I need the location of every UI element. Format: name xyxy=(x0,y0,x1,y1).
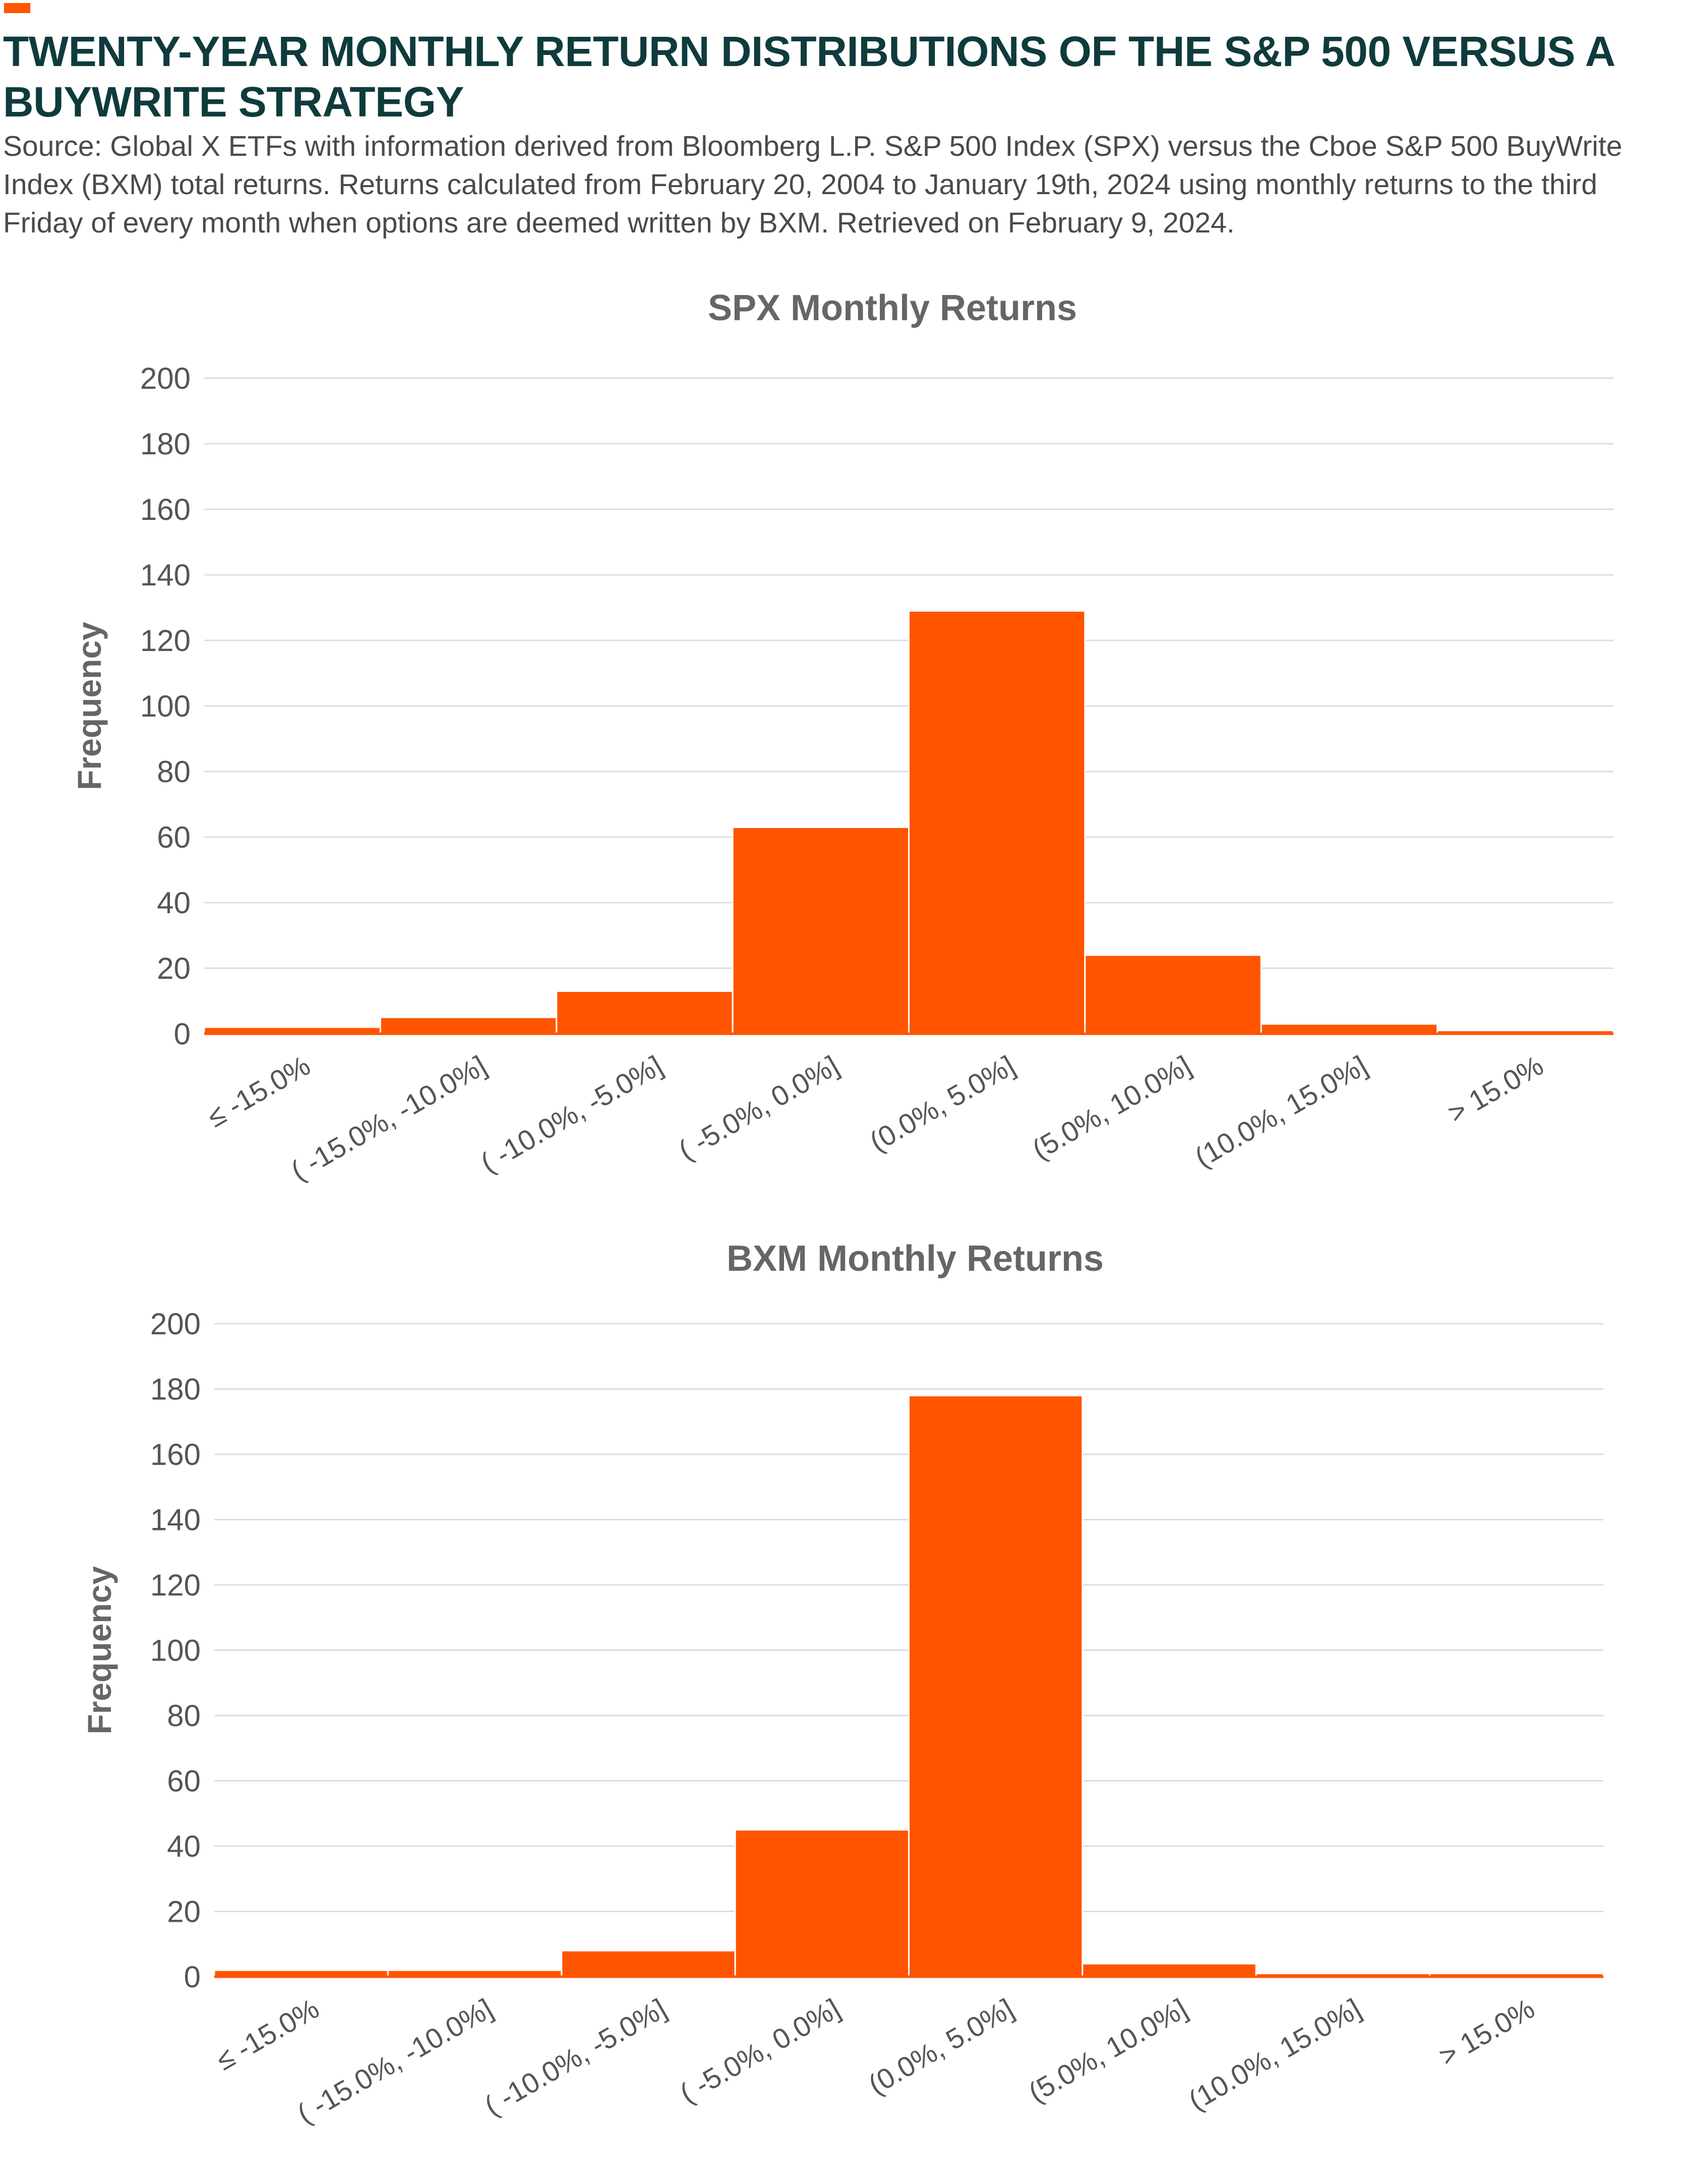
bxm-y-tick-label: 200 xyxy=(150,1307,201,1341)
spx-category-label: (0.0%, 5.0%] xyxy=(864,1049,1020,1158)
accent-bar xyxy=(4,3,30,13)
bxm-y-tick-label: 40 xyxy=(167,1829,201,1863)
page-title: TWENTY-YEAR MONTHLY RETURN DISTRIBUTIONS… xyxy=(3,28,1614,126)
spx-category-label: ( -10.0%, -5.0%] xyxy=(475,1049,668,1179)
bxm-category-label: > 15.0% xyxy=(1433,1992,1540,2072)
spx-bar xyxy=(379,1017,558,1035)
bxm-y-tick-label: 80 xyxy=(167,1699,201,1733)
spx-y-tick-label: 60 xyxy=(157,820,191,854)
bxm-y-tick-label: 0 xyxy=(184,1960,201,1994)
bxm-category-label: ≤ -15.0% xyxy=(211,1992,324,2076)
bxm-y-axis-label: Frequency xyxy=(81,1566,118,1734)
bxm-histogram: BXM Monthly Returns 0 20 40 60 80 100 120 140 160… xyxy=(81,1238,1604,2130)
spx-category-label: ≤ -15.0% xyxy=(202,1049,315,1133)
bxm-y-tick-label: 60 xyxy=(167,1764,201,1798)
spx-bar xyxy=(1084,954,1262,1035)
bxm-y-tick-label: 160 xyxy=(150,1438,201,1471)
bxm-category-label: ( -15.0%, -10.0%] xyxy=(292,1992,498,2130)
bxm-y-tick-label: 180 xyxy=(150,1373,201,1406)
spx-bar xyxy=(556,990,734,1035)
spx-category-label: (10.0%, 15.0%] xyxy=(1189,1049,1372,1173)
bxm-category-label: (5.0%, 10.0%] xyxy=(1023,1992,1192,2108)
bxm-bar xyxy=(734,1829,910,1978)
bxm-y-tick-label: 100 xyxy=(150,1634,201,1668)
bxm-bar xyxy=(908,1394,1084,1978)
spx-y-tick-label: 160 xyxy=(140,493,191,526)
spx-histogram: SPX Monthly Returns 0 20 40 60 80 100 120 140 160… xyxy=(71,288,1614,1187)
bxm-bar xyxy=(1082,1963,1257,1978)
spx-y-tick-label: 40 xyxy=(157,886,191,920)
spx-y-tick-label: 20 xyxy=(157,952,191,985)
spx-bar xyxy=(908,610,1086,1035)
spx-y-axis-label: Frequency xyxy=(71,622,108,790)
bxm-category-label: ( -5.0%, 0.0%] xyxy=(675,1992,846,2109)
spx-category-label: ( -5.0%, 0.0%] xyxy=(673,1049,844,1166)
spx-y-tick-label: 140 xyxy=(140,558,191,592)
bxm-y-tick-label: 140 xyxy=(150,1503,201,1537)
spx-y-tick-label: 80 xyxy=(157,755,191,789)
spx-y-tick-label: 180 xyxy=(140,427,191,461)
bxm-y-tick-label: 20 xyxy=(167,1895,201,1929)
spx-bar xyxy=(1260,1023,1438,1035)
bxm-bar xyxy=(561,1950,736,1978)
spx-category-label: > 15.0% xyxy=(1443,1049,1549,1129)
spx-y-tick-label: 200 xyxy=(140,362,191,395)
bxm-y-tick-label: 120 xyxy=(150,1568,201,1602)
spx-y-tick-label: 120 xyxy=(140,624,191,658)
source-note: Source: Global X ETFs with information d… xyxy=(3,130,1623,239)
spx-y-tick-label: 0 xyxy=(174,1017,191,1051)
spx-category-label: ( -15.0%, -10.0%] xyxy=(285,1049,492,1187)
spx-y-tick-label: 100 xyxy=(140,689,191,723)
spx-category-label: (5.0%, 10.0%] xyxy=(1027,1049,1196,1165)
bxm-category-label: (0.0%, 5.0%] xyxy=(863,1992,1019,2101)
spx-bar xyxy=(732,827,910,1035)
bxm-category-label: ( -10.0%, -5.0%] xyxy=(479,1992,672,2122)
spx-chart-title: SPX Monthly Returns xyxy=(708,288,1077,328)
bxm-chart-title: BXM Monthly Returns xyxy=(727,1238,1104,1279)
bxm-category-label: (10.0%, 15.0%] xyxy=(1183,1992,1366,2116)
